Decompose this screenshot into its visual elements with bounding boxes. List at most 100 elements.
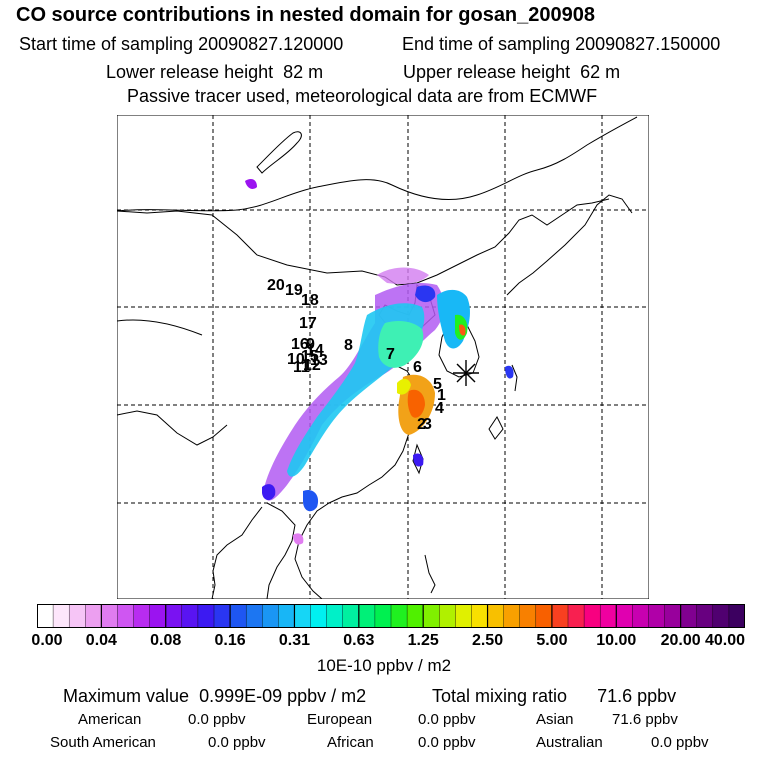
colorbar-cell xyxy=(503,604,521,628)
colorbar-cell xyxy=(229,604,247,628)
colorbar-cell xyxy=(599,604,618,628)
lower-height-caption: Lower release height xyxy=(106,62,274,82)
max-caption: Maximum value xyxy=(63,686,190,706)
colorbar-cell xyxy=(583,604,601,628)
colorbar-tick-label: 0.04 xyxy=(85,632,117,649)
traj-label: 9 xyxy=(306,336,315,353)
colorbar-cell xyxy=(213,604,231,628)
traj-label: 6 xyxy=(413,359,422,376)
colorbar-cell xyxy=(374,604,392,628)
colorbar-tick-label: 0.08 xyxy=(150,632,182,649)
end-time-label: End time of sampling 20090827.150000 xyxy=(402,34,720,55)
traj-label: 8 xyxy=(344,337,353,354)
colorbar-cell xyxy=(535,604,553,628)
colorbar-tick-label: 0.31 xyxy=(278,632,311,649)
colorbar-tick-label: 10.00 xyxy=(596,632,637,649)
traj-label: 10 xyxy=(287,351,305,368)
colorbar-cell xyxy=(551,604,569,628)
colorbar-cell xyxy=(455,604,473,628)
colorbar-cell xyxy=(85,604,103,628)
colorbar-tick-label: 40.00 xyxy=(704,632,746,649)
tracer-note: Passive tracer used, meteorological data… xyxy=(127,86,598,106)
colorbar-cell xyxy=(52,604,70,628)
contrib-region: American xyxy=(78,711,142,728)
colorbar-cell xyxy=(245,604,264,628)
start-time-value: 20090827.120000 xyxy=(198,34,344,54)
contrib-value: 0.0 ppbv xyxy=(418,734,476,751)
colorbar-cell xyxy=(181,604,199,628)
colorbar-cell xyxy=(422,604,441,628)
colorbar-cell xyxy=(149,604,167,628)
colorbar-tick-label: 0.00 xyxy=(31,632,63,649)
contrib-value: 0.0 ppbv xyxy=(651,734,709,751)
colorbar-cell xyxy=(197,604,215,628)
contrib-region: South American xyxy=(50,734,156,751)
colorbar-cell xyxy=(101,604,119,628)
contrib-region: Asian xyxy=(536,711,574,728)
page-title: CO source contributions in nested domain… xyxy=(16,4,596,26)
colorbar-cell xyxy=(519,604,537,628)
colorbar-cell xyxy=(68,604,87,628)
colorbar-cell xyxy=(696,604,714,628)
traj-label: 4 xyxy=(435,400,444,417)
traj-label: 19 xyxy=(285,282,303,299)
traj-label: 17 xyxy=(299,315,317,332)
colorbar-unit: 10E-10 ppbv / m2 xyxy=(316,656,452,675)
upper-height-caption: Upper release height xyxy=(403,62,571,82)
colorbar-cell xyxy=(278,604,296,628)
colorbar-cell xyxy=(616,604,634,628)
traj-label: 16 xyxy=(291,336,309,353)
colorbar-cell xyxy=(358,604,376,628)
contrib-region: Australian xyxy=(536,734,603,751)
colorbar-cell xyxy=(342,604,360,628)
traj-label: 18 xyxy=(301,292,319,309)
colorbar-tick-label: 2.50 xyxy=(471,632,504,649)
contrib-value: 0.0 ppbv xyxy=(208,734,266,751)
contrib-value: 0.0 ppbv xyxy=(188,711,246,728)
lower-release-height: Lower release height 82 m xyxy=(106,62,323,83)
upper-release-height: Upper release height 62 m xyxy=(403,62,620,83)
traj-label: 15 xyxy=(301,348,319,365)
colorbar-cell xyxy=(648,604,666,628)
end-time-caption: End time of sampling xyxy=(402,34,571,54)
start-time-caption: Start time of sampling xyxy=(19,34,194,54)
traj-label: 1 xyxy=(437,387,446,404)
traj-label: 11 xyxy=(293,359,310,376)
color-scale-bar xyxy=(37,604,745,628)
upper-height-value: 62 m xyxy=(580,62,621,82)
contrib-region: European xyxy=(307,711,373,728)
colorbar-cell xyxy=(262,604,280,628)
contrib-value: 71.6 ppbv xyxy=(612,711,678,728)
contrib-value: 0.0 ppbv xyxy=(418,711,476,728)
total-caption: Total mixing ratio xyxy=(432,686,568,706)
colorbar-tick-label: 5.00 xyxy=(536,632,568,649)
maximum-value: Maximum value 0.999E-09 ppbv / m2 xyxy=(63,686,366,707)
receptor-star-icon xyxy=(453,360,479,386)
colorbar-cell xyxy=(37,604,54,628)
contrib-region: African xyxy=(327,734,374,751)
total-number: 71.6 ppbv xyxy=(597,686,677,706)
trajectory-labels: 20 19 18 17 16 10 11 12 13 14 15 9 8 7 6… xyxy=(267,277,446,433)
max-number: 0.999E-09 ppbv / m2 xyxy=(199,686,367,706)
colorbar-cell xyxy=(310,604,328,628)
colorbar-cell xyxy=(567,604,585,628)
colorbar-tick-label: 0.63 xyxy=(343,632,375,649)
traj-label: 20 xyxy=(267,277,285,294)
traj-label: 12 xyxy=(303,357,321,374)
colorbar-tick-label: 20.00 xyxy=(660,632,701,649)
start-time-label: Start time of sampling 20090827.120000 xyxy=(19,34,343,55)
colorbar-cell xyxy=(728,604,745,628)
colorbar-cell xyxy=(165,604,183,628)
colorbar-cell xyxy=(326,604,344,628)
colorbar-cell xyxy=(680,604,698,628)
colorbar-cell xyxy=(664,604,682,628)
traj-label: 5 xyxy=(433,376,442,393)
colorbar-cell xyxy=(487,604,505,628)
colorbar-cell xyxy=(632,604,650,628)
footprint-map: 20 19 18 17 16 10 11 12 13 14 15 9 8 7 6… xyxy=(117,115,649,599)
colorbar-cell xyxy=(712,604,730,628)
total-mixing-ratio: Total mixing ratio 71.6 ppbv xyxy=(432,686,676,707)
colorbar-cell xyxy=(439,604,457,628)
concentration-field xyxy=(245,179,514,545)
traj-label: 3 xyxy=(423,416,432,433)
